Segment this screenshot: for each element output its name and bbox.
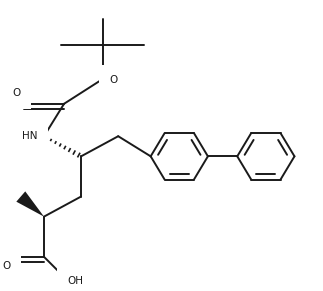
Text: O: O (3, 261, 11, 271)
Text: O: O (109, 75, 117, 85)
Text: OH: OH (67, 276, 83, 286)
Polygon shape (16, 191, 44, 217)
Text: HN: HN (22, 131, 38, 141)
Text: O: O (12, 88, 20, 98)
